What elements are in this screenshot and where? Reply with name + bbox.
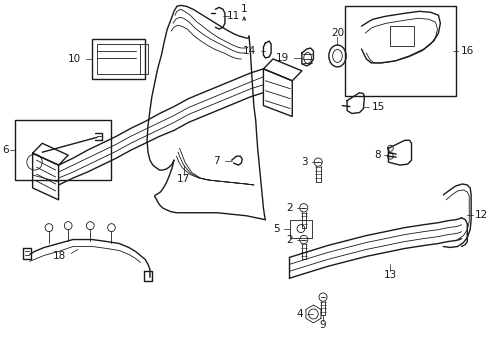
Text: 10: 10 xyxy=(68,54,81,64)
Text: 8: 8 xyxy=(374,150,381,160)
Text: 1: 1 xyxy=(241,4,247,14)
Bar xyxy=(345,6,456,96)
Text: 14: 14 xyxy=(243,46,256,56)
Text: 18: 18 xyxy=(53,251,66,261)
Bar xyxy=(97,44,140,74)
Text: 3: 3 xyxy=(301,157,308,167)
Text: 6: 6 xyxy=(2,145,8,155)
Text: 7: 7 xyxy=(214,156,220,166)
Text: 15: 15 xyxy=(372,102,385,112)
Text: 2: 2 xyxy=(287,234,293,244)
Text: 11: 11 xyxy=(227,11,240,21)
Text: 5: 5 xyxy=(273,224,280,234)
Text: 4: 4 xyxy=(296,309,303,319)
Bar xyxy=(391,26,415,46)
Text: 13: 13 xyxy=(384,270,397,280)
Bar xyxy=(92,39,145,79)
Text: 12: 12 xyxy=(475,210,488,220)
Text: 16: 16 xyxy=(461,46,474,56)
Bar xyxy=(15,121,111,180)
Text: 17: 17 xyxy=(177,174,190,184)
Text: 2: 2 xyxy=(287,203,293,213)
Text: 19: 19 xyxy=(276,53,290,63)
Bar xyxy=(291,220,312,238)
Text: 20: 20 xyxy=(331,28,344,38)
Text: 9: 9 xyxy=(320,320,326,330)
